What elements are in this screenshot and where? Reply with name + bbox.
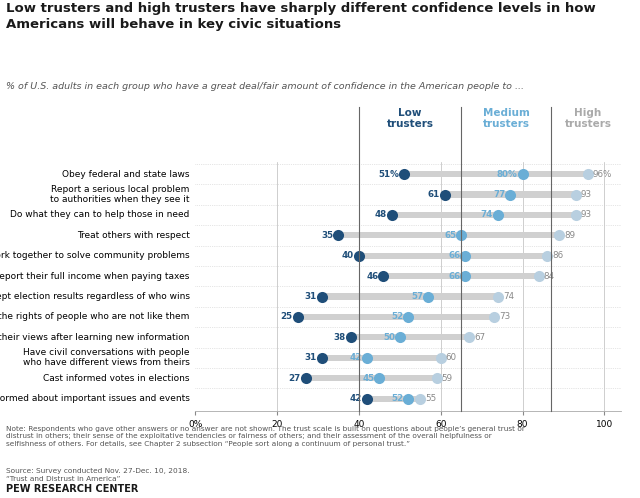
Text: 74: 74 (481, 211, 493, 220)
Text: 42: 42 (350, 394, 362, 403)
Text: 61: 61 (428, 190, 440, 199)
Text: 96%: 96% (593, 170, 612, 179)
Text: 59: 59 (442, 374, 452, 382)
Bar (383, 273, 539, 279)
Text: 45: 45 (362, 374, 374, 382)
Text: 52: 52 (391, 312, 403, 322)
Text: 73: 73 (499, 312, 510, 322)
Text: 93: 93 (580, 190, 592, 199)
Text: 31: 31 (305, 353, 317, 362)
Text: 42: 42 (350, 353, 362, 362)
Text: 84: 84 (544, 271, 555, 281)
Text: Medium
trusters: Medium trusters (483, 108, 530, 129)
Text: 35: 35 (321, 231, 333, 240)
Text: 48: 48 (374, 211, 387, 220)
Text: 55: 55 (425, 394, 436, 403)
Text: % of U.S. adults in each group who have a great deal/fair amount of confidence i: % of U.S. adults in each group who have … (6, 82, 524, 91)
Bar (298, 314, 494, 320)
Bar (392, 212, 576, 218)
Text: Low trusters and high trusters have sharply different confidence levels in how
A: Low trusters and high trusters have shar… (6, 2, 596, 31)
Bar (404, 171, 588, 177)
Text: 89: 89 (564, 231, 575, 240)
Bar (359, 252, 547, 259)
Text: 27: 27 (289, 374, 301, 382)
Text: 31: 31 (305, 292, 317, 301)
Bar (367, 395, 420, 402)
Bar (322, 355, 441, 361)
Bar (339, 232, 559, 239)
Bar (445, 191, 576, 198)
Text: 65: 65 (444, 231, 456, 240)
Text: 80%: 80% (497, 170, 518, 179)
Text: 40: 40 (342, 251, 354, 260)
Text: 52: 52 (391, 394, 403, 403)
Text: 93: 93 (580, 211, 592, 220)
Text: 25: 25 (280, 312, 292, 322)
Text: 74: 74 (503, 292, 514, 301)
Text: 60: 60 (445, 353, 457, 362)
Text: 66: 66 (448, 271, 460, 281)
Text: Source: Survey conducted Nov. 27-Dec. 10, 2018.
“Trust and Distrust in America”: Source: Survey conducted Nov. 27-Dec. 10… (6, 468, 190, 482)
Text: 67: 67 (474, 333, 485, 342)
Text: High
trusters: High trusters (564, 108, 612, 129)
Text: 46: 46 (366, 271, 378, 281)
Bar (322, 293, 498, 300)
Bar (351, 334, 469, 341)
Text: PEW RESEARCH CENTER: PEW RESEARCH CENTER (6, 484, 139, 494)
Text: Note: Respondents who gave other answers or no answer are not shown. The trust s: Note: Respondents who gave other answers… (6, 426, 525, 447)
Text: 38: 38 (333, 333, 346, 342)
Text: 50: 50 (383, 333, 395, 342)
Text: 51%: 51% (378, 170, 399, 179)
Text: 77: 77 (493, 190, 506, 199)
Text: Low
trusters: Low trusters (387, 108, 433, 129)
Text: 66: 66 (448, 251, 460, 260)
Text: 86: 86 (552, 251, 563, 260)
Text: 57: 57 (412, 292, 424, 301)
Bar (306, 375, 436, 381)
